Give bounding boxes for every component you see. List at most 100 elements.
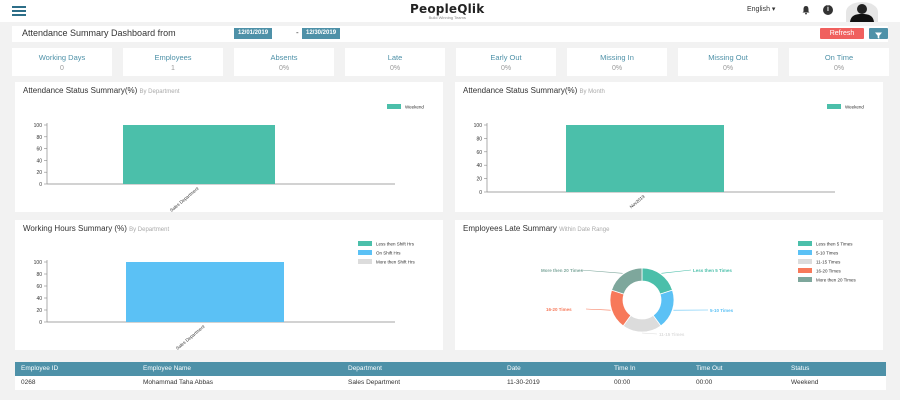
legend-swatch — [827, 104, 841, 109]
avatar[interactable] — [846, 2, 878, 22]
cell-time-out: 00:00 — [696, 379, 713, 386]
y-tick-label: 20 — [36, 170, 42, 176]
stat-working-days: Working Days 0 — [12, 48, 112, 76]
y-tick-label: 80 — [36, 272, 42, 278]
stat-employees: Employees 1 — [123, 48, 223, 76]
stat-label: Working Days — [38, 53, 86, 62]
y-tick-label: 80 — [476, 136, 482, 142]
donut-label: 5-10 Times — [710, 308, 734, 313]
info-icon[interactable]: i — [823, 5, 833, 15]
chart-hours-by-department: 0 20 40 60 80 100 Sales Department Less then Sh… — [34, 241, 416, 350]
bar — [566, 125, 724, 192]
y-tick-label: 60 — [36, 147, 42, 153]
panel-hours-by-department: 0 20 40 60 80 100 Sales Department Less then Sh… — [15, 220, 443, 350]
filter-icon — [875, 32, 882, 39]
donut-leader — [580, 269, 623, 274]
stat-value: 0% — [278, 65, 290, 72]
stat-absents: Absents 0% — [234, 48, 334, 76]
y-tick-label: 40 — [476, 163, 482, 169]
stat-label: Late — [387, 53, 403, 62]
cell-employee-name: Mohammad Taha Abbas — [143, 379, 213, 386]
chart-status-by-department: 0 20 40 60 80 100 Sales Department Weekend — [34, 104, 424, 212]
logo-text: PeopleQlik — [410, 2, 485, 16]
legend-label: More then 20 Times — [816, 278, 857, 283]
filter-button[interactable] — [869, 28, 888, 39]
donut-leader — [641, 332, 658, 335]
stat-label: Early Out — [490, 53, 522, 62]
donut-label: 16-20 Times — [546, 307, 572, 312]
column-header[interactable]: Time Out — [696, 365, 723, 372]
attendance-table: Employee ID Employee Name Department Dat… — [15, 362, 886, 390]
x-tick-label: Sales Department — [175, 323, 206, 350]
date-from-input[interactable]: 12/01/2019 — [234, 28, 273, 39]
y-tick-label: 20 — [36, 308, 42, 314]
legend-swatch — [798, 259, 812, 264]
column-header[interactable]: Department — [348, 365, 382, 372]
legend-swatch — [358, 241, 372, 246]
cell-status: Weekend — [791, 379, 819, 386]
panel-title-text: Working Hours Summary (%) — [23, 224, 127, 233]
y-tick-label: 40 — [36, 296, 42, 302]
panel-status-by-department: 0 20 40 60 80 100 Sales Department Weekend Atte… — [15, 82, 443, 212]
legend-label: Weekend — [405, 105, 424, 110]
panel-title: Employees Late Summary Within Date Range — [463, 224, 609, 233]
language-selector[interactable]: English ▾ — [747, 5, 775, 13]
cell-department: Sales Department — [348, 379, 401, 386]
panel-subtitle: By Department — [129, 227, 170, 233]
chart-status-by-month: 0 20 40 60 80 100 Nov2019 Weekend — [474, 104, 864, 209]
bell-icon[interactable] — [801, 5, 811, 15]
legend-swatch — [798, 268, 812, 273]
stat-value: 0% — [389, 65, 401, 72]
y-tick-label: 100 — [34, 123, 43, 129]
cell-employee-id: 0268 — [21, 379, 36, 386]
donut-label: More then 20 Times — [541, 268, 583, 273]
legend-label: 11-15 Times — [816, 260, 841, 265]
stat-value: 0% — [722, 65, 734, 72]
donut-slice — [641, 267, 673, 295]
stat-late: Late 0% — [345, 48, 445, 76]
y-tick-label: 0 — [479, 190, 482, 196]
y-tick-label: 100 — [474, 123, 483, 129]
stat-missing-out: Missing Out 0% — [678, 48, 778, 76]
legend-label: Less then Shift Hrs — [376, 242, 415, 247]
stat-label: Absents — [270, 53, 298, 62]
legend-label: More then Shift Hrs — [376, 260, 416, 265]
legend-label: Less then 5 Times — [816, 242, 853, 247]
column-header[interactable]: Time In — [614, 365, 636, 372]
legend-label: On Shift Hrs — [376, 251, 401, 256]
panel-late-summary: Less then 5 Times 5-10 Times 11-15 Times 16… — [455, 220, 883, 350]
donut-leader — [585, 308, 611, 311]
legend-swatch — [798, 250, 812, 255]
chart-late-summary: Less then 5 Times 5-10 Times 11-15 Times 16… — [541, 241, 857, 337]
table-row[interactable]: 0268 Mohammad Taha Abbas Sales Departmen… — [15, 376, 886, 390]
chevron-down-icon: ▾ — [771, 6, 776, 13]
cell-time-in: 00:00 — [614, 379, 631, 386]
panel-title-text: Attendance Status Summary(%) — [463, 86, 578, 95]
date-to-input[interactable]: 12/30/2019 — [302, 28, 341, 39]
legend-swatch — [387, 104, 401, 109]
donut-label: 11-15 Times — [659, 332, 685, 337]
menu-icon[interactable] — [12, 6, 26, 16]
column-header[interactable]: Status — [791, 365, 810, 372]
stat-label: Employees — [154, 53, 192, 62]
donut-leader — [661, 269, 692, 274]
x-tick-label: Sales Department — [169, 185, 200, 212]
column-header[interactable]: Employee Name — [143, 365, 192, 372]
y-tick-label: 60 — [36, 284, 42, 290]
top-bar: PeopleQlik Build Winning Teams English ▾… — [0, 0, 900, 22]
panel-title: Working Hours Summary (%) By Department — [23, 224, 169, 233]
legend-swatch — [798, 277, 812, 282]
donut-label: Less then 5 Times — [693, 268, 732, 273]
refresh-button[interactable]: Refresh — [820, 28, 864, 39]
panel-subtitle: By Month — [579, 89, 605, 95]
column-header[interactable]: Date — [507, 365, 521, 372]
donut-slice — [611, 267, 643, 295]
bar — [123, 125, 275, 184]
y-tick-label: 100 — [34, 260, 43, 266]
y-tick-label: 60 — [476, 150, 482, 156]
column-header[interactable]: Employee ID — [21, 365, 59, 372]
legend-swatch — [358, 250, 372, 255]
stat-value: 0% — [500, 65, 512, 72]
stat-value: 1 — [171, 65, 175, 72]
panel-status-by-month: 0 20 40 60 80 100 Nov2019 Weekend Attendance St… — [455, 82, 883, 212]
